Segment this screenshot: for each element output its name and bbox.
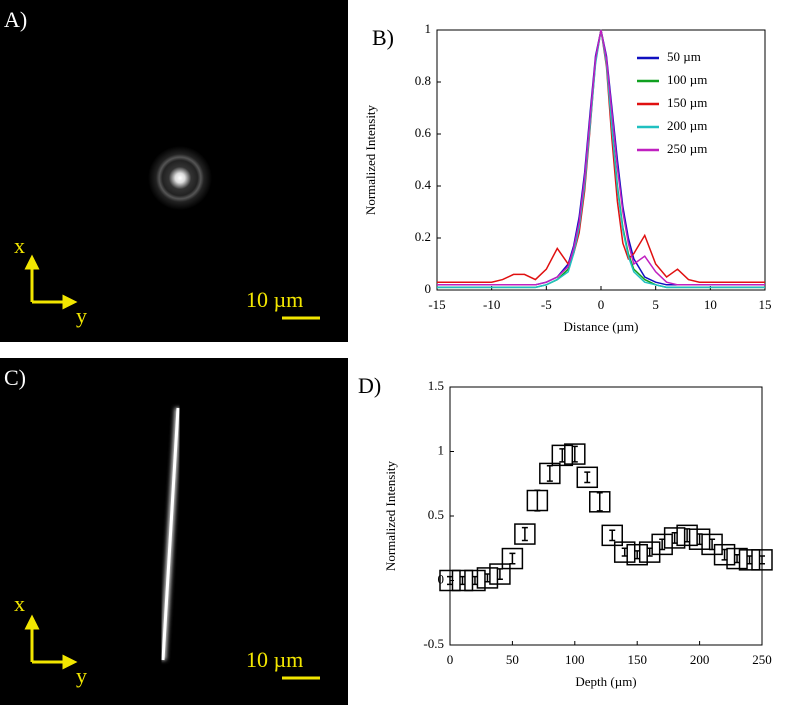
x-tick-label: 10 [704,297,717,312]
x-tick-label: 50 [506,652,519,667]
panel-label: C) [4,365,26,390]
fiber-core [161,407,180,661]
plot-frame [449,386,763,646]
error-bar [521,526,528,542]
y-axis-label: Normalized Intensity [363,104,378,215]
legend-label: 150 µm [667,95,707,110]
marker [576,466,599,489]
marker [638,541,661,563]
legend-label: 100 µm [667,72,707,87]
x-axis-label: Distance (µm) [564,319,639,334]
axis-x-label: x [14,591,25,616]
y-tick-label: -0.5 [423,636,444,651]
marker [613,541,636,563]
panel-label: B) [372,25,394,50]
y-tick-label: 0.2 [415,229,431,244]
error-bar [571,445,578,463]
panel-label: A) [4,7,27,32]
axis-y-label: y [76,303,87,328]
y-tick-label: 0.6 [415,125,432,140]
marker [726,547,748,570]
marker [626,543,648,566]
x-tick-label: -15 [428,297,445,312]
marker [451,569,474,592]
marker [501,547,524,570]
error-bar [534,489,541,512]
line [437,29,765,286]
y-tick-label: 0 [425,281,432,296]
error-bar [609,529,616,542]
axis-y-label: y [76,663,87,688]
x-tick-label: 250 [752,652,772,667]
y-axis-label: Normalized Intensity [383,460,398,571]
error-bar [596,492,603,512]
image-c [0,358,348,705]
marker [738,549,761,571]
y-tick-label: 0.5 [428,507,444,522]
x-tick-label: -5 [541,297,552,312]
line [437,29,765,289]
marker [651,533,673,556]
marker [464,569,486,592]
marker [751,549,773,571]
scale-bar-label: 10 µm [246,287,303,312]
marker [676,524,698,547]
error-bar [509,552,516,565]
image-c-labels: C) x y 10 µm [4,365,320,688]
marker [601,524,623,547]
marker [589,491,611,513]
line [437,29,765,289]
y-tick-label: 0.4 [415,177,432,192]
plot-frame [436,29,766,291]
x-axis-label: Depth (µm) [575,674,636,689]
y-tick-label: 1.5 [428,378,444,393]
legend-label: 50 µm [667,49,701,64]
marker [551,444,574,467]
marker [564,443,586,465]
x-tick-label: 200 [690,652,710,667]
marker [663,527,686,549]
legend-label: 200 µm [667,118,707,133]
x-tick-label: -10 [483,297,500,312]
image-a-labels: A) x y 10 µm [4,7,320,328]
error-bar [584,471,591,484]
marker [539,462,561,485]
x-tick-label: 15 [759,297,772,312]
x-tick-label: 100 [565,652,585,667]
y-tick-label: 1 [438,442,445,457]
marker [514,523,536,545]
error-bar [759,555,765,565]
x-tick-label: 0 [598,297,605,312]
axis-x-label: x [14,233,25,258]
scale-bar-label: 10 µm [246,647,303,672]
line [437,29,765,286]
line [437,29,765,283]
x-tick-label: 5 [652,297,659,312]
marker [489,563,511,585]
panel-label: D) [358,373,381,398]
marker [476,567,499,589]
y-tick-label: 0.8 [415,73,431,88]
marker [439,569,461,592]
error-bar [546,464,553,482]
psf-spot [148,146,212,210]
legend-label: 250 µm [667,141,707,156]
y-tick-label: 1 [425,21,432,36]
x-tick-label: 0 [447,652,454,667]
x-tick-label: 150 [627,652,647,667]
